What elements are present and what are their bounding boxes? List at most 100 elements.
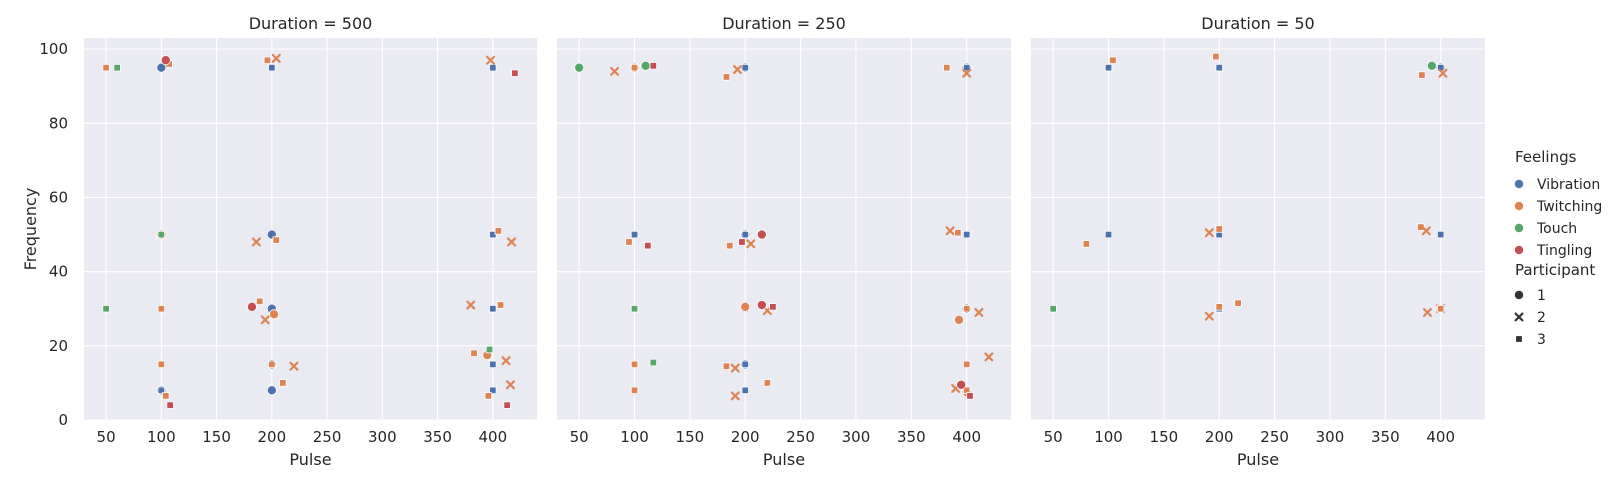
x-tick-label: 300: [842, 428, 871, 446]
x-tick-label: 300: [368, 428, 397, 446]
data-point-tingling-p3: [966, 392, 974, 400]
data-point-twitching-p2: [289, 361, 299, 371]
data-point-tingling-p3: [738, 238, 746, 246]
data-point-touch-p3: [157, 230, 166, 239]
x-tick-label: 150: [676, 428, 705, 446]
data-points: [102, 53, 519, 409]
data-point-twitching-p2: [486, 55, 496, 65]
data-point-twitching-p2: [962, 68, 972, 78]
data-point-vibration-p3: [741, 360, 749, 369]
gridlines: [1031, 38, 1485, 421]
data-point-twitching-p3: [1109, 56, 1117, 64]
data-point-twitching-p2: [507, 237, 517, 247]
data-point-twitching-p2: [610, 66, 620, 76]
data-point-tingling-p3: [769, 303, 777, 311]
data-point-touch-p3: [630, 305, 639, 313]
data-point-touch-p1: [640, 60, 651, 71]
data-point-twitching-p2: [1422, 307, 1432, 317]
data-point-twitching-p3: [496, 301, 505, 309]
data-point-twitching-p3: [963, 360, 971, 369]
data-point-twitching-p3: [726, 241, 734, 250]
x-tick-label: 50: [97, 428, 116, 446]
data-point-twitching-p2: [746, 239, 756, 249]
data-point-tingling-p1: [756, 300, 767, 311]
data-point-twitching-p3: [484, 392, 493, 400]
data-point-vibration-p3: [489, 305, 497, 313]
data-point-vibration-p3: [1437, 230, 1445, 239]
legend-title-participant: Participant: [1515, 261, 1595, 279]
data-point-vibration-p3: [157, 386, 166, 395]
x-tick-label: 200: [258, 428, 287, 446]
data-point-vibration-p3: [489, 230, 497, 239]
data-point-tingling-p1: [756, 229, 767, 240]
data-point-touch-p3: [102, 305, 110, 313]
data-point-vibration-p3: [741, 230, 749, 239]
x-tick-label: 100: [1094, 428, 1123, 446]
data-point-twitching-p3: [102, 63, 110, 72]
data-point-twitching-p3: [630, 360, 639, 369]
data-point-twitching-p3: [157, 305, 166, 313]
data-point-tingling-p1: [956, 379, 967, 390]
legend-label-participant-3: 3: [1537, 332, 1546, 348]
x-tick-label: 250: [1260, 428, 1289, 446]
panel-title: Duration = 500: [249, 14, 373, 33]
x-tick-label: 400: [1426, 428, 1455, 446]
legend-title-feelings: Feelings: [1515, 148, 1577, 166]
data-point-twitching-p3: [943, 63, 951, 72]
data-point-twitching-p3: [157, 360, 166, 369]
data-point-twitching-p2: [984, 352, 994, 362]
data-point-twitching-p3: [279, 379, 287, 387]
plot-area: [84, 38, 537, 420]
legend-marker-participant-3: [1515, 335, 1523, 343]
data-point-twitching-p3: [1082, 240, 1091, 248]
data-point-twitching-p3: [268, 360, 276, 369]
data-point-vibration-p1: [156, 62, 167, 73]
data-point-twitching-p3: [162, 392, 170, 400]
legend-label-participant-2: 2: [1537, 310, 1546, 326]
data-points: [574, 60, 994, 401]
data-point-twitching-p2: [1204, 228, 1214, 238]
data-point-twitching-p3: [963, 305, 971, 313]
legend-label-tingling: Tingling: [1536, 243, 1592, 259]
data-point-vibration-p3: [741, 386, 749, 395]
data-point-twitching-p3: [1215, 225, 1223, 233]
panel-title: Duration = 250: [722, 14, 846, 33]
y-tick-label: 20: [49, 337, 68, 355]
data-point-vibration-p3: [489, 63, 497, 72]
data-point-tingling-p3: [503, 401, 511, 409]
data-point-touch-p3: [113, 63, 121, 72]
x-axis-label: Pulse: [1237, 450, 1279, 469]
data-points: [1049, 52, 1448, 321]
data-point-twitching-p2: [505, 380, 515, 390]
data-point-twitching-p3: [954, 229, 962, 237]
gridlines: [557, 38, 1011, 421]
x-tick-label: 350: [423, 428, 452, 446]
data-point-tingling-p1: [160, 55, 171, 66]
data-point-twitching-p2: [730, 363, 740, 373]
data-point-tingling-p1: [246, 301, 257, 312]
data-point-twitching-p3: [630, 386, 639, 395]
x-tick-label: 350: [1371, 428, 1400, 446]
x-tick-label: 100: [147, 428, 176, 446]
data-point-tingling-p3: [649, 62, 658, 70]
data-point-twitching-p3: [630, 63, 639, 72]
data-point-twitching-p1: [953, 314, 964, 325]
data-point-vibration-p3: [963, 63, 971, 72]
x-tick-label: 250: [786, 428, 815, 446]
x-tick-label: 50: [1044, 428, 1063, 446]
plot-area: [1031, 38, 1485, 420]
data-point-twitching-p2: [501, 356, 511, 366]
data-point-twitching-p3: [722, 73, 731, 81]
data-point-twitching-p2: [730, 391, 740, 401]
data-point-vibration-p3: [489, 360, 497, 369]
data-point-touch-p3: [649, 358, 658, 367]
data-point-tingling-p3: [166, 401, 174, 409]
data-point-twitching-p2: [466, 300, 476, 310]
legend-label-touch: Touch: [1536, 221, 1577, 237]
x-tick-label: 400: [478, 428, 507, 446]
data-point-twitching-p2: [974, 307, 984, 317]
data-point-twitching-p3: [255, 297, 264, 306]
x-axis-label: Pulse: [289, 450, 331, 469]
data-point-twitching-p2: [251, 237, 261, 247]
